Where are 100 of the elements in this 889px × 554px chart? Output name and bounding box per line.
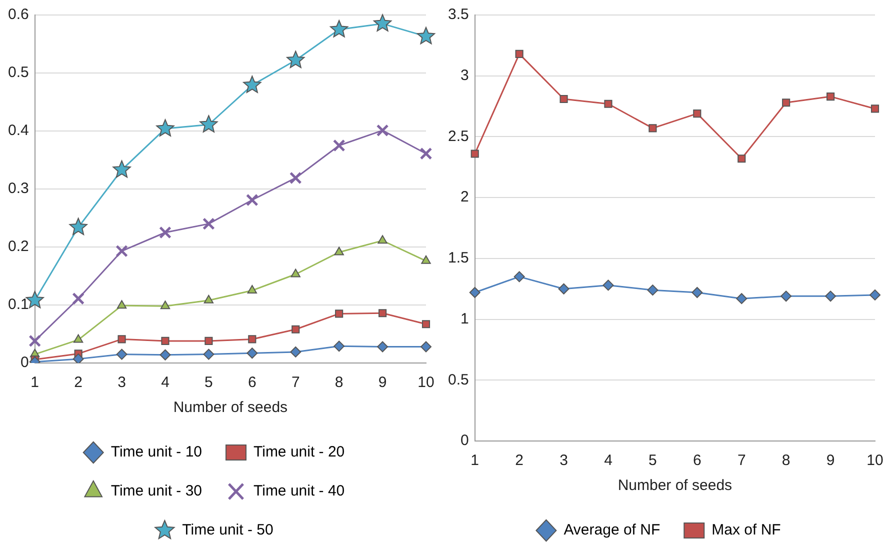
point [420, 147, 432, 160]
y-tick-label: 3.5 [448, 6, 469, 24]
y-tick-label: 0.1 [8, 296, 29, 314]
y-tick-label: 1.5 [448, 250, 469, 267]
point [204, 336, 213, 345]
point [246, 348, 258, 359]
point [736, 293, 748, 304]
x-tick-label: 10 [418, 374, 434, 392]
y-tick-label: 0.3 [8, 180, 29, 198]
legend-label: Time unit - 20 [254, 444, 345, 461]
point [332, 139, 346, 152]
point [648, 124, 657, 132]
point [421, 255, 431, 264]
y-tick-label: 0.5 [8, 64, 29, 82]
point [243, 76, 262, 93]
point [286, 50, 305, 68]
point [738, 154, 746, 163]
point [116, 348, 128, 360]
y-tick-label: 2 [460, 188, 469, 206]
point [28, 334, 42, 348]
x-tick-label: 5 [648, 452, 657, 470]
point [160, 349, 171, 360]
point [118, 335, 126, 344]
y-tick-label: 0.6 [8, 6, 29, 24]
point [470, 150, 479, 158]
x-tick-label: 8 [334, 374, 344, 392]
x-tick-label: 5 [204, 374, 213, 392]
point [870, 104, 880, 113]
point [780, 290, 792, 302]
point [116, 300, 127, 309]
x-tick-label: 2 [515, 452, 524, 470]
point [604, 100, 612, 108]
legend-label: Time unit - 50 [182, 522, 274, 539]
x-tick-label: 6 [692, 452, 702, 470]
point [72, 292, 85, 305]
point [514, 271, 525, 282]
point [647, 284, 658, 296]
point [692, 287, 703, 298]
point [602, 280, 614, 291]
point [290, 346, 302, 358]
point [515, 50, 524, 58]
point [159, 226, 172, 239]
point [870, 289, 880, 300]
legend-label: Time unit - 30 [110, 482, 202, 500]
x-axis-title: Number of seeds [173, 399, 288, 416]
point [290, 268, 300, 278]
y-tick-label: 0.5 [448, 371, 469, 388]
point [330, 20, 348, 38]
point [378, 309, 387, 318]
point [292, 325, 300, 334]
point [73, 334, 84, 343]
point [825, 290, 836, 302]
point [289, 172, 302, 184]
point [782, 98, 790, 107]
x-tick-label: 9 [378, 374, 387, 392]
legend-label: Average of NF [564, 522, 660, 539]
y-tick-label: 0.4 [8, 122, 29, 140]
point [378, 235, 388, 244]
point [112, 160, 131, 178]
point [416, 26, 436, 44]
point [469, 287, 480, 298]
legend-label: Time unit - 10 [110, 444, 202, 461]
point [420, 341, 432, 352]
x-tick-label: 4 [604, 452, 612, 470]
point [377, 341, 388, 352]
point [247, 285, 257, 294]
point [203, 348, 214, 360]
x-tick-label: 6 [248, 374, 256, 392]
point [334, 340, 345, 352]
point [693, 110, 702, 118]
point [248, 335, 256, 344]
point [204, 294, 214, 304]
y-tick-label: 1 [460, 310, 469, 328]
point [116, 244, 128, 258]
x-tick-label: 8 [782, 452, 790, 470]
y-tick-label: 3 [460, 67, 469, 84]
point [202, 218, 215, 230]
y-tick-label: 0 [20, 354, 29, 372]
x-tick-label: 2 [74, 374, 82, 392]
point [156, 119, 174, 136]
x-tick-label: 7 [291, 374, 300, 392]
point [200, 115, 218, 132]
point [558, 283, 570, 294]
y-tick-label: 0.2 [8, 238, 29, 256]
x-tick-label: 7 [737, 452, 746, 470]
point [826, 92, 835, 101]
point [422, 320, 430, 328]
x-tick-label: 10 [866, 452, 884, 470]
x-tick-label: 4 [161, 374, 170, 392]
x-tick-label: 3 [118, 374, 126, 392]
point [160, 300, 170, 310]
y-tick-label: 2.5 [448, 128, 469, 145]
point [334, 246, 344, 256]
point [161, 336, 170, 345]
x-tick-label: 3 [560, 452, 568, 470]
legend-label: Time unit - 40 [254, 482, 345, 500]
x-axis-title: Number of seeds [618, 477, 732, 494]
legend-label: Max of NF [712, 522, 781, 539]
point [246, 194, 258, 206]
point [376, 124, 389, 137]
